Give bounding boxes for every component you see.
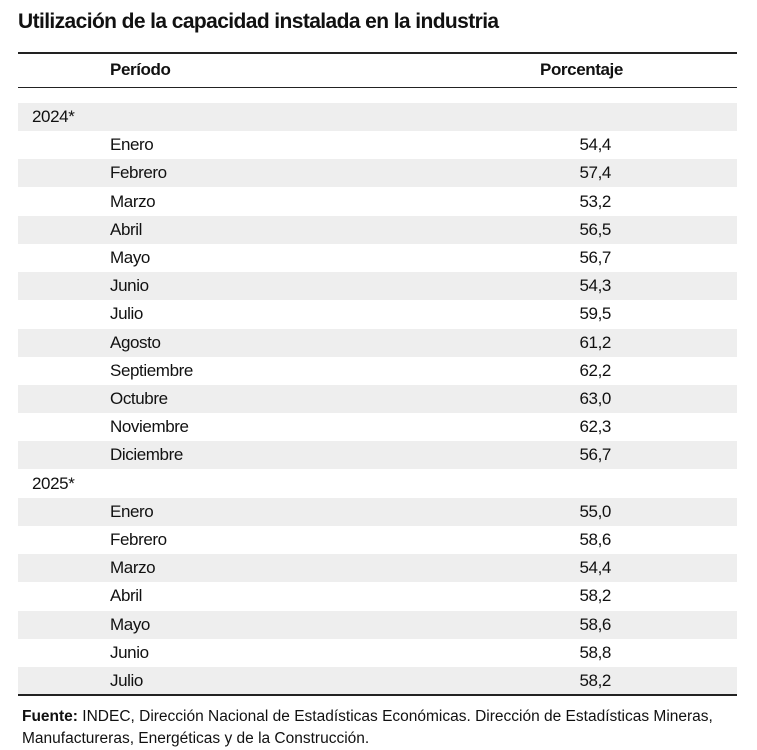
data-row: Abril 58,2 bbox=[18, 582, 737, 610]
data-row: Abril 56,5 bbox=[18, 215, 737, 244]
percent-cell: 58,8 bbox=[579, 642, 612, 662]
source-text: INDEC, Dirección Nacional de Estadística… bbox=[22, 708, 713, 747]
data-row: Enero 55,0 bbox=[18, 497, 737, 526]
data-row: Junio 58,8 bbox=[18, 639, 737, 667]
percent-cell: 61,2 bbox=[579, 332, 612, 352]
header-rule bbox=[18, 87, 737, 88]
group-row: 2024* bbox=[18, 103, 737, 131]
source-label: Fuente: bbox=[22, 708, 78, 725]
data-row: Julio 59,5 bbox=[18, 300, 737, 328]
data-row: Marzo 54,4 bbox=[18, 554, 737, 583]
top-rule bbox=[18, 52, 737, 54]
period-cell: Mayo bbox=[110, 248, 150, 267]
percent-cell: 56,7 bbox=[579, 248, 612, 267]
period-cell: Julio bbox=[110, 671, 143, 690]
data-row: Febrero 58,6 bbox=[18, 526, 737, 554]
data-row: Junio 54,3 bbox=[18, 272, 737, 301]
period-cell: Octubre bbox=[110, 389, 168, 408]
period-cell: Julio bbox=[110, 304, 143, 324]
percent-cell: 56,5 bbox=[579, 219, 612, 239]
percent-cell: 58,2 bbox=[579, 586, 612, 606]
percent-cell: 54,4 bbox=[579, 135, 612, 155]
period-cell: Febrero bbox=[110, 163, 167, 183]
period-cell: Abril bbox=[110, 219, 143, 239]
data-row: Febrero 57,4 bbox=[18, 159, 737, 188]
data-row: Mayo 58,6 bbox=[18, 610, 737, 639]
data-row: Octubre 63,0 bbox=[18, 385, 737, 413]
percent-cell: 63,0 bbox=[579, 389, 612, 408]
source-note: Fuente: INDEC, Dirección Nacional de Est… bbox=[22, 706, 747, 750]
period-cell: Febrero bbox=[110, 530, 167, 549]
data-row: Agosto 61,2 bbox=[18, 328, 737, 357]
period-cell: Junio bbox=[110, 642, 149, 662]
percent-cell: 58,6 bbox=[579, 614, 612, 634]
percent-cell: 57,4 bbox=[579, 163, 612, 183]
percent-cell: 58,2 bbox=[579, 671, 612, 690]
period-cell: Diciembre bbox=[110, 445, 183, 465]
data-row: Septiembre 62,2 bbox=[18, 357, 737, 385]
period-cell: Junio bbox=[110, 276, 149, 296]
data-row: Julio 58,2 bbox=[18, 667, 737, 695]
period-cell: Septiembre bbox=[110, 360, 193, 380]
data-row: Noviembre 62,3 bbox=[18, 413, 737, 441]
period-cell: Enero bbox=[110, 135, 154, 155]
percent-cell: 62,2 bbox=[579, 360, 612, 380]
data-row: Enero 54,4 bbox=[18, 131, 737, 159]
period-cell: Agosto bbox=[110, 332, 161, 352]
percent-cell: 54,4 bbox=[579, 558, 612, 578]
header-period: Período bbox=[110, 60, 171, 79]
percent-cell: 56,7 bbox=[579, 445, 612, 465]
percent-cell: 58,6 bbox=[579, 530, 612, 549]
period-cell: Enero bbox=[110, 501, 154, 521]
period-cell: Mayo bbox=[110, 614, 150, 634]
data-row: Marzo 53,2 bbox=[18, 188, 737, 216]
percent-cell: 59,5 bbox=[579, 304, 612, 324]
table-title: Utilización de la capacidad instalada en… bbox=[18, 10, 499, 33]
percent-cell: 62,3 bbox=[579, 417, 612, 437]
percent-cell: 54,3 bbox=[579, 276, 612, 296]
period-cell: Noviembre bbox=[110, 417, 189, 437]
group-row: 2025* bbox=[18, 470, 737, 498]
data-row: Diciembre 56,7 bbox=[18, 441, 737, 470]
data-row: Mayo 56,7 bbox=[18, 244, 737, 272]
period-cell: Abril bbox=[110, 586, 143, 606]
percent-cell: 53,2 bbox=[579, 191, 612, 211]
period-cell: Marzo bbox=[110, 191, 156, 211]
percent-cell: 55,0 bbox=[579, 501, 612, 521]
group-label: 2025* bbox=[32, 473, 75, 493]
bottom-rule bbox=[18, 694, 737, 696]
period-cell: Marzo bbox=[110, 558, 156, 578]
header-percent: Porcentaje bbox=[540, 60, 623, 79]
group-label: 2024* bbox=[32, 107, 75, 126]
